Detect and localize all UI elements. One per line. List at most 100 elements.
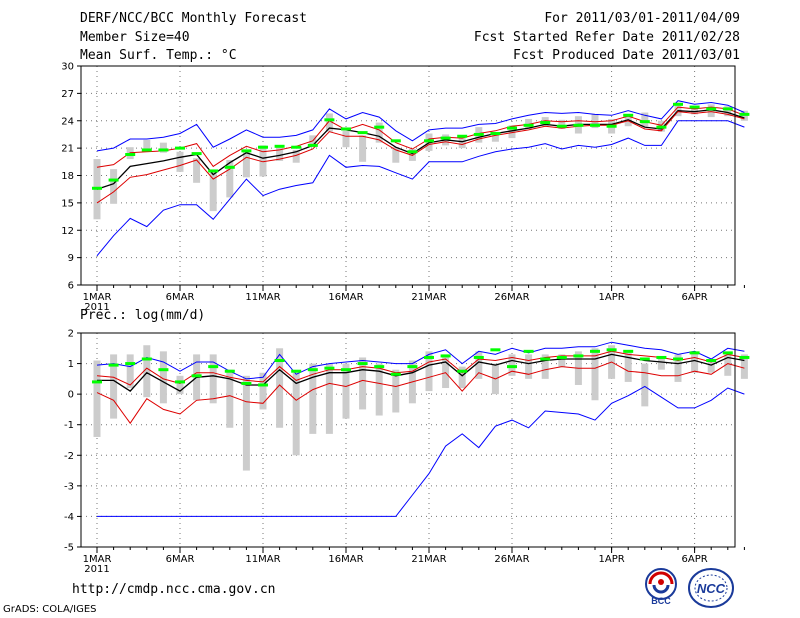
ensemble-range-bar [624, 351, 632, 382]
y-tick-label: -5 [64, 543, 74, 554]
ensemble-range-bar [342, 130, 350, 148]
ensemble-range-bar [143, 345, 151, 398]
x-tick-label: 21MAR [411, 292, 446, 303]
ensemble-range-bar [508, 354, 516, 376]
x-year-label: 2011 [84, 302, 109, 313]
ensemble-range-bar [242, 151, 250, 178]
x-tick-label: 6MAR [166, 554, 195, 565]
ensemble-range-bar [475, 351, 483, 379]
chart-title: DERF/NCC/BCC Monthly Forecast [80, 11, 307, 26]
series-line-min [97, 385, 745, 517]
ensemble-range-bar [392, 369, 400, 413]
x-tick-label: 11MAR [245, 292, 280, 303]
x-tick-label: 6APR [682, 292, 708, 303]
ensemble-range-bar [375, 363, 383, 416]
temperature-panel-label: Mean Surf. Temp.: °C [80, 48, 237, 63]
ensemble-range-bar [209, 170, 217, 212]
series-line-max [96, 100, 745, 152]
y-tick-label: 0 [68, 390, 74, 401]
ensemble-range-bar [342, 363, 350, 419]
precipitation-panel-label: Prec.: log(mm/d) [80, 308, 206, 323]
series-line-mean [97, 353, 745, 392]
y-tick-label: 12 [61, 226, 74, 237]
ensemble-range-bar [740, 354, 748, 379]
ensemble-range-bar [93, 360, 101, 437]
ensemble-range-bar [110, 169, 118, 204]
ensemble-range-bar [525, 354, 533, 379]
y-tick-label: 24 [61, 116, 74, 127]
ensemble-range-bar [674, 354, 682, 382]
ensemble-range-bar [309, 363, 317, 434]
ensemble-range-bar [558, 354, 566, 367]
ensemble-range-bar [641, 112, 649, 127]
ensemble-range-bar [276, 348, 284, 428]
ensemble-range-bar [691, 107, 699, 115]
ensemble-range-bar [591, 348, 599, 401]
ensemble-range-bar [558, 119, 566, 129]
ensemble-range-bar [541, 354, 549, 379]
ensemble-range-bar [242, 375, 250, 471]
y-tick-label: 27 [61, 89, 74, 100]
ensemble-range-bar [226, 369, 234, 428]
y-tick-label: -2 [64, 451, 74, 462]
x-tick-label: 26MAR [494, 554, 529, 565]
y-tick-label: -1 [64, 420, 74, 431]
ensemble-range-bar [193, 158, 201, 183]
bcc-logo-text: BCC [651, 596, 671, 606]
ensemble-range-bar [375, 122, 383, 143]
ensemble-range-bar [126, 354, 134, 389]
started-refer-date-label: Fcst Started Refer Date 2011/02/28 [473, 30, 740, 45]
plot-frame [80, 332, 736, 548]
source-url: http://cmdp.ncc.cma.gov.cn [72, 582, 276, 597]
y-tick-label: 9 [68, 253, 74, 264]
ensemble-range-bar [325, 113, 333, 132]
ncc-logo: NCC [688, 568, 734, 608]
y-tick-label: 18 [61, 171, 74, 182]
ensemble-range-bar [259, 145, 267, 177]
x-tick-label: 21MAR [411, 554, 446, 565]
ensemble-range-bar [458, 366, 466, 389]
y-tick-label: -3 [64, 481, 74, 492]
ensemble-range-bar [159, 142, 167, 153]
y-tick-label: 15 [61, 198, 74, 209]
ensemble-range-bar [276, 145, 284, 161]
ensemble-range-bar [707, 104, 715, 118]
x-tick-label: 16MAR [328, 554, 363, 565]
x-tick-label: 16MAR [328, 292, 363, 303]
ensemble-range-bar [359, 357, 367, 410]
series-line-p25 [96, 361, 745, 425]
series-line-mean [96, 109, 745, 190]
produced-date-label: Fcst Produced Date 2011/03/01 [513, 48, 740, 63]
y-tick-label: 6 [68, 281, 74, 292]
x-tick-label: 26MAR [494, 292, 529, 303]
y-tick-label: -4 [64, 512, 74, 523]
x-tick-label: 1MAR [83, 554, 112, 565]
ensemble-range-bar [259, 372, 267, 410]
x-tick-label: 6APR [682, 554, 708, 565]
ensemble-range-bar [176, 151, 184, 172]
ncc-logo-text: NCC [697, 581, 726, 596]
ensemble-range-bar [508, 125, 516, 139]
x-tick-label: 11MAR [245, 554, 280, 565]
ensemble-range-bar [491, 132, 499, 142]
ensemble-range-bar [458, 138, 466, 149]
ensemble-range-bar [707, 360, 715, 373]
ensemble-range-bar [292, 149, 300, 163]
ensemble-range-bar [110, 354, 118, 419]
ensemble-range-bar [176, 375, 184, 395]
series-line-p75 [96, 350, 745, 386]
x-tick-label: 1APR [599, 554, 625, 565]
ensemble-range-bar [159, 351, 167, 404]
ensemble-range-bar [392, 147, 400, 163]
ensemble-range-bar [691, 351, 699, 373]
temperature-panel: 30 27 24 21 18 15 12 9 6 1MAR 6MAR 11MAR 16MAR 21MAR 2… [61, 62, 750, 313]
x-tick-label: 1APR [599, 292, 625, 303]
y-tick-label: 21 [61, 144, 74, 155]
ensemble-range-bar [657, 357, 665, 370]
bcc-logo: BCC [645, 568, 677, 606]
grads-credit: GrADS: COLA/IGES [3, 604, 97, 615]
forecast-range-label: For 2011/03/01-2011/04/09 [544, 11, 740, 26]
series-line-max [96, 341, 745, 380]
ensemble-range-bar [442, 354, 450, 389]
